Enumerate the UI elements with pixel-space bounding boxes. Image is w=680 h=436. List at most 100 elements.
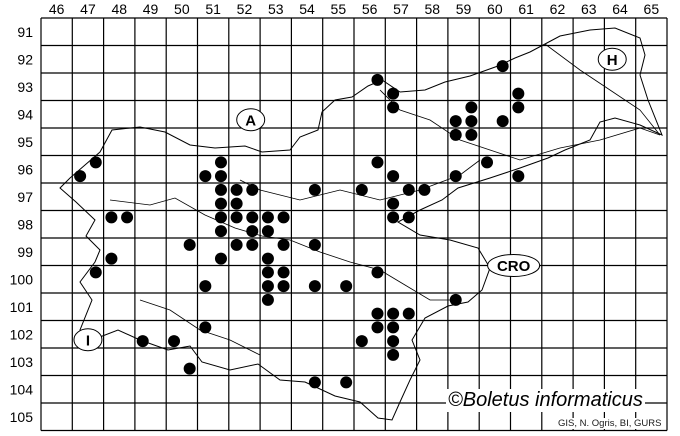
region-text: A [245,112,256,129]
record-dot [387,87,400,100]
record-dot [371,73,384,86]
record-dot [277,280,290,293]
column-label: 51 [205,1,221,17]
row-label: 92 [17,51,33,67]
record-dot [277,238,290,251]
record-dot [74,170,87,183]
record-dot [199,321,212,334]
column-label: 59 [456,1,472,17]
column-label: 48 [111,1,127,17]
record-dot [183,238,196,251]
record-dot [261,225,274,238]
row-label: 100 [10,271,34,287]
record-dot [230,211,243,224]
record-dot [449,115,462,128]
column-label: 55 [331,1,347,17]
region-oval [236,108,266,132]
record-dot [214,170,227,183]
column-label: 64 [612,1,628,17]
record-dot [402,307,415,320]
record-dot [183,362,196,375]
column-label: 49 [143,1,159,17]
region-label-i: I [73,328,103,352]
record-dot [465,101,478,114]
record-dot [105,252,118,265]
record-dot [449,293,462,306]
record-dot [230,197,243,210]
row-label: 105 [10,409,34,425]
record-dot [246,238,259,251]
river [544,43,661,136]
record-dot [387,170,400,183]
record-dot [496,115,509,128]
row-label: 103 [10,354,34,370]
record-dot [230,238,243,251]
record-dot [449,170,462,183]
record-dot [214,225,227,238]
record-dot [387,101,400,114]
record-dot [512,101,525,114]
record-dot [168,335,181,348]
record-dots [74,60,525,389]
record-dot [465,128,478,141]
column-label: 52 [237,1,253,17]
record-dot [387,348,400,361]
row-label: 98 [17,216,33,232]
record-dot [199,170,212,183]
region-label-a: A [236,108,266,132]
row-label: 94 [17,106,33,122]
column-label: 53 [268,1,284,17]
column-label: 65 [644,1,660,17]
record-dot [246,211,259,224]
record-dot [136,335,149,348]
record-dot [261,266,274,279]
record-dot [261,211,274,224]
record-dot [402,211,415,224]
column-label: 46 [49,1,65,17]
record-dot [402,183,415,196]
row-label: 95 [17,134,33,150]
region-label-h: H [597,47,627,71]
column-label: 56 [362,1,378,17]
column-label: 61 [518,1,534,17]
record-dot [214,183,227,196]
credit-text: GIS, N. Ogris, BI, GURS [556,418,664,429]
map-grid [40,17,668,432]
record-dot [246,183,259,196]
record-dot [371,156,384,169]
record-dot [340,376,353,389]
record-dot [355,183,368,196]
record-dot [387,307,400,320]
copyright-text: ©Boletus informaticus [446,389,645,412]
column-label: 50 [174,1,190,17]
river [109,197,459,301]
river [379,89,661,161]
axis-labels: 46 47 48 49 50 51 52 53 54 55 56 57 58 59 60 61 62 63 64 65… [10,1,660,425]
region-oval [73,328,103,352]
record-dot [387,335,400,348]
record-dot [89,156,102,169]
record-dot [105,211,118,224]
record-dot [308,280,321,293]
row-label: 99 [17,244,33,260]
column-label: 60 [487,1,503,17]
record-dot [261,252,274,265]
record-dot [418,183,431,196]
column-label: 54 [299,1,315,17]
row-label: 91 [17,24,33,40]
record-dot [230,183,243,196]
region-label-cro: CRO [487,254,541,277]
record-dot [277,211,290,224]
record-dot [214,211,227,224]
region-text: I [86,332,90,349]
record-dot [371,307,384,320]
record-dot [214,197,227,210]
record-dot [214,156,227,169]
column-label: 47 [80,1,96,17]
border-line [59,27,663,421]
column-label: 58 [424,1,440,17]
record-dot [89,266,102,279]
country-outline [59,27,663,421]
record-dot [308,376,321,389]
